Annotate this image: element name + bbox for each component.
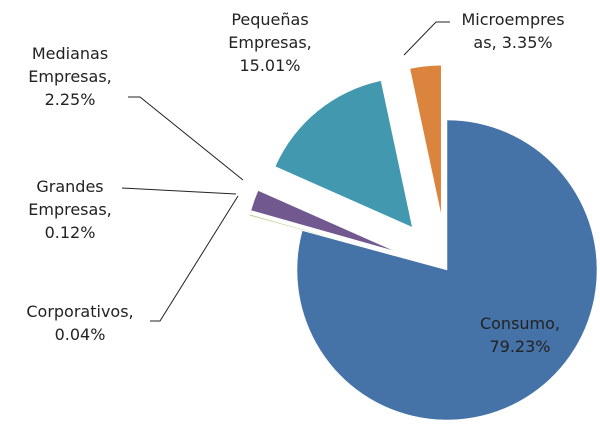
label-category: Grandes Empresas — [28, 177, 107, 219]
label-separator: , — [128, 302, 134, 321]
label-category: Medianas Empresas — [28, 44, 109, 86]
pie-slice — [274, 80, 413, 228]
data-label: Consumo, 79.23% — [465, 312, 575, 358]
label-value: 0.04% — [54, 325, 106, 344]
label-separator: , — [306, 33, 312, 52]
leader-line — [150, 195, 239, 322]
data-label: Medianas Empresas, 2.25% — [20, 42, 120, 111]
data-label: Microempresas, 3.35% — [457, 8, 569, 54]
pie-slice — [250, 190, 396, 252]
label-separator: , — [491, 33, 497, 52]
label-separator: , — [106, 200, 112, 219]
label-value: 0.12% — [44, 223, 96, 242]
label-category: Microempresas — [461, 10, 565, 52]
label-category: Corporativos — [26, 302, 129, 321]
label-value: 79.23% — [489, 337, 551, 356]
pie-slice — [249, 214, 395, 256]
pie-slice — [296, 119, 598, 421]
label-value: 15.01% — [239, 56, 301, 75]
label-category: Consumo — [479, 314, 555, 333]
label-category: Pequeñas Empresas — [228, 10, 309, 52]
leader-line — [403, 21, 450, 56]
label-value: 2.25% — [44, 90, 96, 109]
data-label: Pequeñas Empresas, 15.01% — [205, 8, 335, 77]
pie-slice — [248, 215, 395, 256]
data-label: Grandes Empresas, 0.12% — [20, 175, 120, 244]
label-value: 3.35% — [501, 33, 553, 52]
pie-slice — [409, 65, 442, 216]
label-separator: , — [554, 314, 561, 333]
label-separator: , — [106, 67, 112, 86]
leader-line — [121, 187, 237, 195]
data-label: Corporativos, 0.04% — [20, 300, 140, 346]
leader-line — [128, 96, 244, 181]
